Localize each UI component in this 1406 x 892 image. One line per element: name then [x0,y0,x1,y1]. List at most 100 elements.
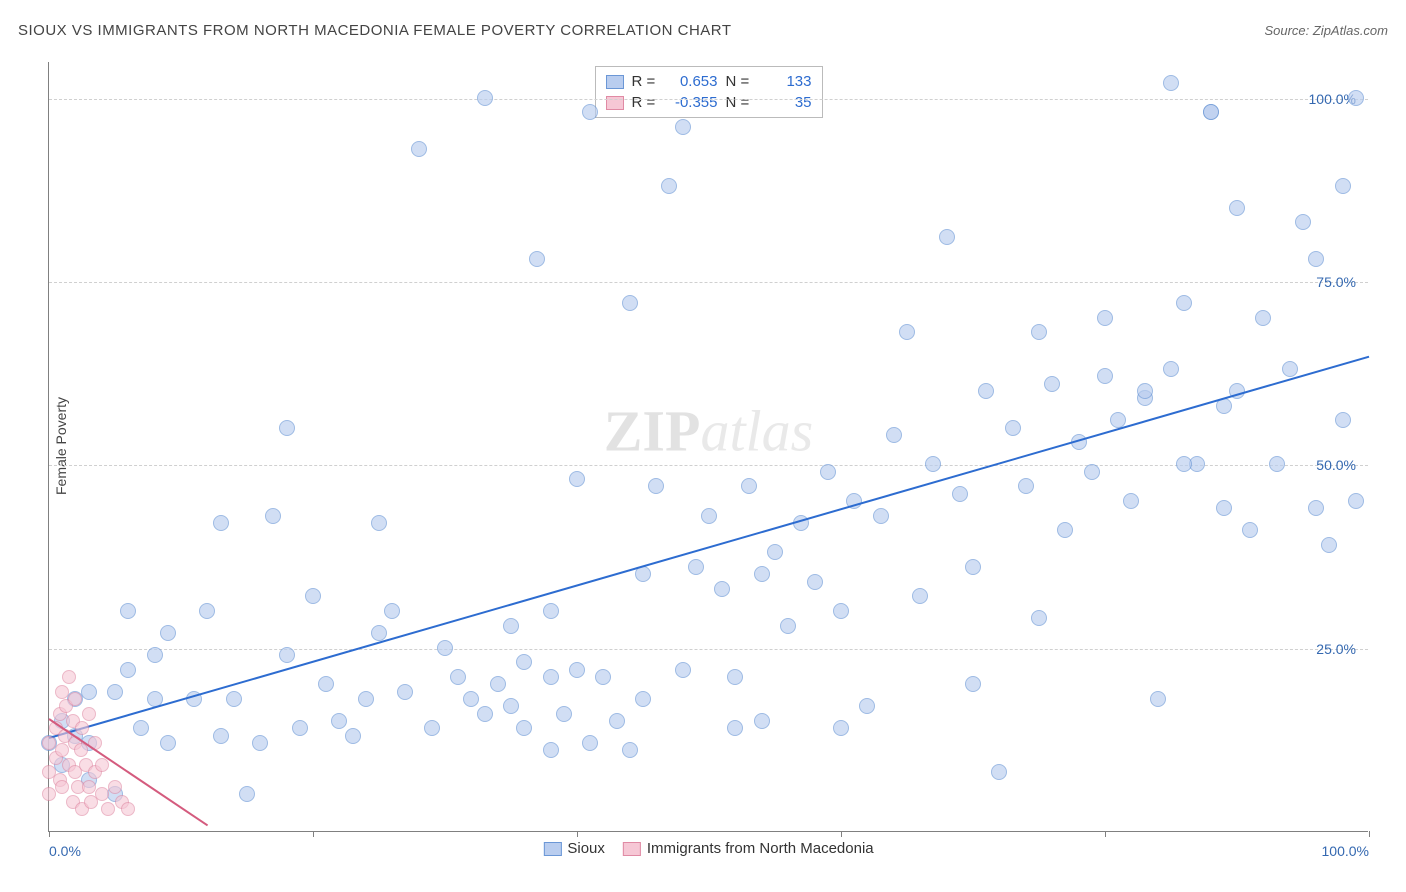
watermark-thin: atlas [700,399,813,464]
sioux-point [503,618,519,634]
sioux-point [807,574,823,590]
immigrants-point [42,787,56,801]
sioux-point [1163,361,1179,377]
immigrants-point [74,743,88,757]
x-tick-label: 0.0% [49,843,81,859]
sioux-point [529,251,545,267]
immigrants-point [108,780,122,794]
sioux-point [477,706,493,722]
sioux-point [1044,376,1060,392]
legend-item: Immigrants from North Macedonia [623,840,874,857]
sioux-point [1282,361,1298,377]
sioux-point [107,684,123,700]
legend-item: Sioux [543,840,605,857]
watermark-bold: ZIP [604,399,701,464]
legend-n-value: 35 [762,94,812,111]
sioux-point [754,713,770,729]
sioux-point [939,229,955,245]
immigrants-point [42,736,56,750]
source-attribution: Source: ZipAtlas.com [1264,23,1388,38]
sioux-point [1005,420,1021,436]
immigrants-point [95,758,109,772]
sioux-point [833,720,849,736]
chart-title: SIOUX VS IMMIGRANTS FROM NORTH MACEDONIA… [18,22,732,39]
legend-r-value: 0.653 [668,73,718,90]
sioux-point [582,735,598,751]
sioux-point [622,295,638,311]
x-tick-mark [841,831,842,837]
x-tick-mark [1105,831,1106,837]
sioux-point [147,647,163,663]
source-name: ZipAtlas.com [1313,23,1388,38]
legend-swatch [606,75,624,89]
sioux-point [1308,251,1324,267]
watermark: ZIPatlas [604,398,814,465]
sioux-point [1031,324,1047,340]
sioux-point [582,104,598,120]
sioux-point [859,698,875,714]
sioux-point [358,691,374,707]
sioux-point [741,478,757,494]
immigrants-point [101,802,115,816]
sioux-point [925,456,941,472]
sioux-point [516,720,532,736]
sioux-point [120,662,136,678]
sioux-point [543,669,559,685]
sioux-point [675,119,691,135]
legend-n-label: N = [726,73,754,90]
sioux-point [1097,310,1113,326]
immigrants-point [95,787,109,801]
sioux-point [1057,522,1073,538]
legend-n-label: N = [726,94,754,111]
legend-label: Sioux [567,840,605,857]
y-tick-label: 25.0% [1316,641,1356,657]
sioux-point [1229,200,1245,216]
sioux-point [675,662,691,678]
immigrants-point [75,721,89,735]
gridline [49,649,1368,650]
sioux-point [569,662,585,678]
sioux-point [1348,493,1364,509]
sioux-point [213,728,229,744]
sioux-point [279,647,295,663]
sioux-point [1123,493,1139,509]
sioux-point [437,640,453,656]
sioux-point [767,544,783,560]
immigrants-point [55,743,69,757]
sioux-point [292,720,308,736]
sioux-point [543,603,559,619]
sioux-point [1321,537,1337,553]
sioux-point [397,684,413,700]
sioux-point [1295,214,1311,230]
sioux-point [820,464,836,480]
correlation-legend: R =0.653N =133R =-0.355N =35 [595,66,823,118]
sioux-point [780,618,796,634]
sioux-point [1031,610,1047,626]
x-tick-mark [1369,831,1370,837]
sioux-point [252,735,268,751]
legend-swatch [606,96,624,110]
sioux-point [833,603,849,619]
sioux-point [688,559,704,575]
sioux-point [1348,90,1364,106]
sioux-point [331,713,347,729]
legend-swatch [543,842,561,856]
sioux-point [279,420,295,436]
sioux-point [727,669,743,685]
sioux-point [160,625,176,641]
legend-n-value: 133 [762,73,812,90]
sioux-point [120,603,136,619]
sioux-point [661,178,677,194]
sioux-point [648,478,664,494]
sioux-point [490,676,506,692]
legend-row: R =0.653N =133 [606,71,812,92]
sioux-point [371,625,387,641]
sioux-point [886,427,902,443]
sioux-point [556,706,572,722]
immigrants-point [82,780,96,794]
legend-row: R =-0.355N =35 [606,92,812,113]
sioux-point [463,691,479,707]
x-tick-mark [49,831,50,837]
sioux-point [912,588,928,604]
gridline [49,465,1368,466]
